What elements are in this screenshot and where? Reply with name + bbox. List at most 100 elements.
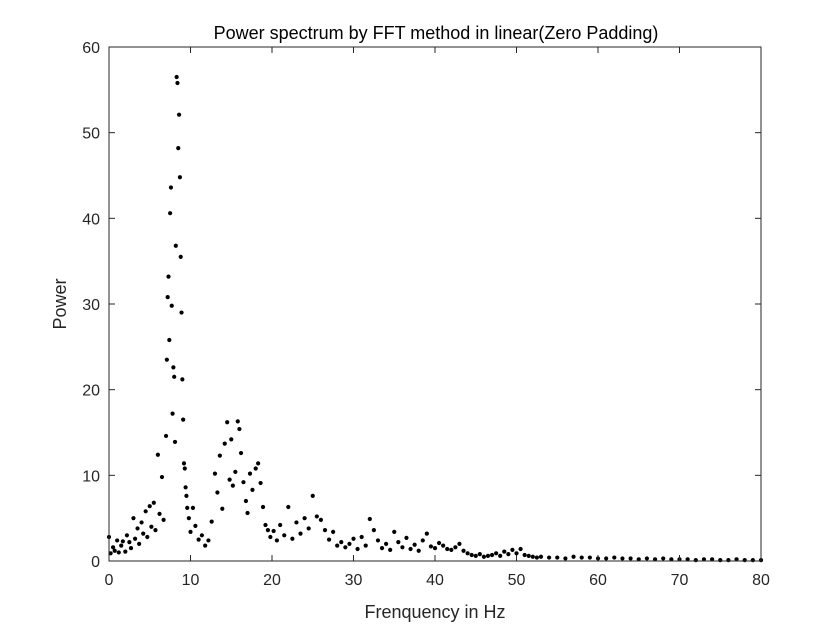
data-point [547,555,552,560]
data-point [436,540,442,546]
data-point [112,548,117,553]
x-tick-label: 30 [345,572,363,589]
data-point [628,556,633,561]
data-point [172,439,178,445]
data-point [563,556,568,561]
data-point [241,480,246,485]
data-point [190,505,196,510]
data-point [306,526,311,531]
data-point [256,461,261,466]
data-point [400,545,405,550]
data-point [209,519,214,524]
data-point [384,541,389,546]
data-point [163,433,169,439]
data-point [514,551,519,556]
data-point [481,554,486,559]
data-point [449,547,454,552]
data-point [135,526,140,531]
data-point [147,504,152,509]
data-point [245,510,250,516]
y-tick-label: 50 [82,126,100,143]
data-point [116,550,121,555]
data-point [432,546,438,551]
x-tick-label: 0 [105,572,114,589]
data-point [170,411,175,416]
data-point [538,554,544,559]
data-point [461,548,466,553]
data-point [498,553,503,558]
data-point [166,274,171,279]
data-point [379,546,385,551]
data-point [123,549,128,554]
x-axis-label: Frenquency in Hz [364,602,505,622]
data-point [441,543,446,548]
data-point [636,557,641,562]
data-point [247,471,253,476]
data-point [188,529,193,534]
y-tick-label: 10 [82,468,100,485]
data-point [178,254,183,259]
x-tick-label: 20 [263,572,281,589]
data-point [555,555,560,560]
data-point [587,555,592,560]
data-point [179,310,184,315]
data-point [620,556,625,561]
data-point [347,541,352,546]
data-point [183,485,188,490]
y-axis: 0 10 20 30 40 50 60 [82,40,761,571]
data-point [701,557,707,562]
data-point [168,185,174,190]
data-point [265,528,271,533]
data-point [233,469,238,475]
data-point [526,553,531,558]
data-point [302,516,307,521]
y-tick-label: 0 [91,554,100,571]
y-axis-label: Power [50,278,70,329]
data-point [318,517,323,522]
data-point [661,556,666,561]
data-point [108,551,113,556]
data-point [176,112,182,117]
data-point [612,555,617,560]
data-point [477,552,482,557]
data-point [169,303,174,308]
data-point [510,547,515,552]
data-point [127,540,132,545]
data-point [268,534,273,540]
data-point [120,539,125,544]
chart-title: Power spectrum by FFT method in linear(Z… [214,23,659,43]
data-point [164,357,169,362]
data-point [469,552,474,558]
data-point [220,506,225,511]
data-point [161,517,166,522]
data-point [212,471,218,476]
data-point [392,529,397,534]
data-point [235,419,240,424]
data-point [143,509,148,514]
data-point [693,558,698,563]
data-point [571,554,576,559]
y-tick-label: 60 [82,40,100,57]
data-point [718,558,723,563]
data-point [278,522,283,528]
data-point [359,534,364,540]
data-point [253,466,258,471]
data-point [243,498,249,504]
data-point [506,552,511,557]
data-point [115,538,120,543]
data-point [238,450,244,456]
x-tick-label: 50 [508,572,526,589]
data-point [652,557,658,562]
data-point [522,552,527,558]
data-point [644,556,650,561]
x-tick-label: 70 [671,572,689,589]
data-point [367,516,372,522]
data-point [518,546,523,552]
x-tick-label: 10 [182,572,200,589]
data-point [250,487,255,492]
data-point [669,557,674,562]
data-point [363,543,368,548]
y-tick-label: 20 [82,383,100,400]
data-point [229,437,234,442]
